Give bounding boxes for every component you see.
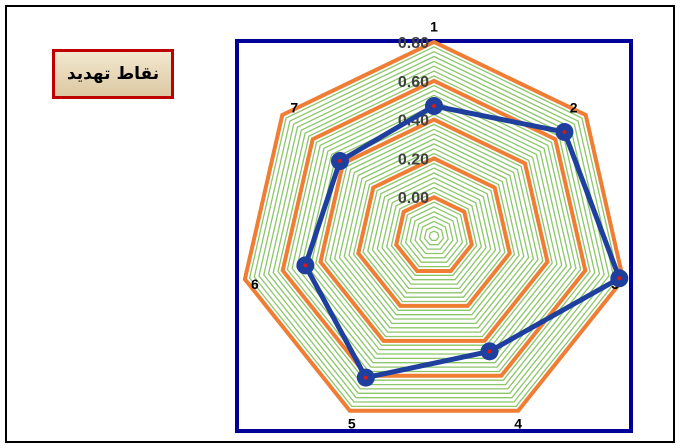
series-line [302,103,622,381]
gridline-major [356,156,512,308]
chart-title: نقاط تهدید [52,49,174,99]
gridline-major [280,78,588,378]
gridline-minor [258,55,610,399]
gridline-minor [343,143,525,320]
gridline-minor [376,177,492,290]
category-label: 7 [290,100,298,116]
gridline-minor [348,147,520,316]
category-label: 2 [570,100,578,116]
gridline-minor [371,172,497,294]
gridline-minor [400,201,468,268]
gridline-minor [263,60,605,394]
gridline-minor [310,109,558,351]
gridline-minor [305,104,563,355]
gridline-minor [286,84,582,373]
gridline-minor [248,46,620,408]
gridline-major [242,39,626,413]
gridline-major [394,194,474,273]
data-point-center [562,129,567,134]
gridline-minor [423,225,445,246]
gridline-minor [428,230,440,242]
category-label: 4 [514,415,522,431]
gridline-minor [324,123,544,338]
gridline-minor [409,211,459,259]
data-point-center [432,104,436,109]
data-point-center [487,349,492,354]
category-label: 5 [348,415,356,431]
gridline-minor [385,186,483,281]
gridline-minor [404,206,464,263]
gridline-minor [329,128,539,333]
axis-tick-label: 0.20 [398,151,429,168]
data-point-center [617,276,622,281]
gridline-major [318,117,550,343]
axis-tick-label: 0.80 [398,35,429,52]
data-point-center [303,263,308,268]
gridline-minor [291,89,577,368]
gridline-minor [272,70,596,386]
gridline-minor [362,162,506,303]
gridline-minor [277,75,591,381]
data-point-center [363,375,368,380]
gridline-minor [300,99,568,360]
gridline-minor [333,133,535,329]
gridline-minor [390,191,478,276]
axis-tick-label: 0.00 [398,190,429,207]
gridline-minor [414,215,454,255]
data-point-center [337,159,342,164]
axis-tick-label: 0.60 [398,74,429,91]
category-label: 6 [251,276,259,292]
gridline-minor [419,220,449,250]
gridline-minor [253,50,615,403]
category-label: 1 [430,19,438,35]
gridline-minor [367,167,501,298]
gridline-minor [338,138,530,325]
gridline-minor [352,152,516,311]
gridline-minor [381,181,487,285]
